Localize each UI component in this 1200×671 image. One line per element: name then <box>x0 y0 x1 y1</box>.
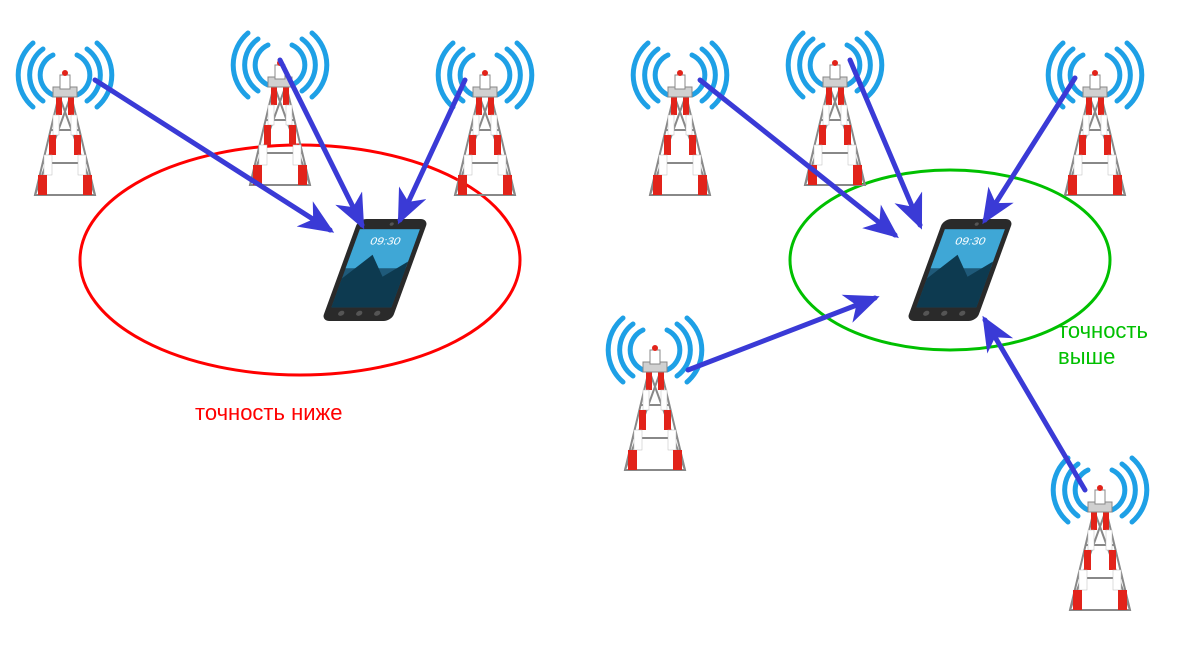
cell-tower-icon <box>608 318 702 470</box>
cell-tower-icon <box>438 43 532 195</box>
label-accuracy-lower: точность ниже <box>195 400 342 426</box>
cell-tower-icon <box>1053 458 1147 610</box>
cell-tower-icon <box>233 33 327 185</box>
cell-towers <box>18 33 1147 610</box>
label-accuracy-higher: точность выше <box>1058 318 1148 370</box>
diagram-canvas: 09:30 <box>0 0 1200 671</box>
smartphone-icon <box>321 219 428 321</box>
signal-arrow <box>400 80 465 220</box>
signal-arrow <box>688 298 875 370</box>
signal-arrow <box>850 60 920 225</box>
cell-tower-icon <box>1048 43 1142 195</box>
phones <box>321 219 1013 321</box>
cell-tower-icon <box>18 43 112 195</box>
signal-arrow <box>985 78 1075 220</box>
cell-tower-icon <box>633 43 727 195</box>
smartphone-icon <box>906 219 1013 321</box>
